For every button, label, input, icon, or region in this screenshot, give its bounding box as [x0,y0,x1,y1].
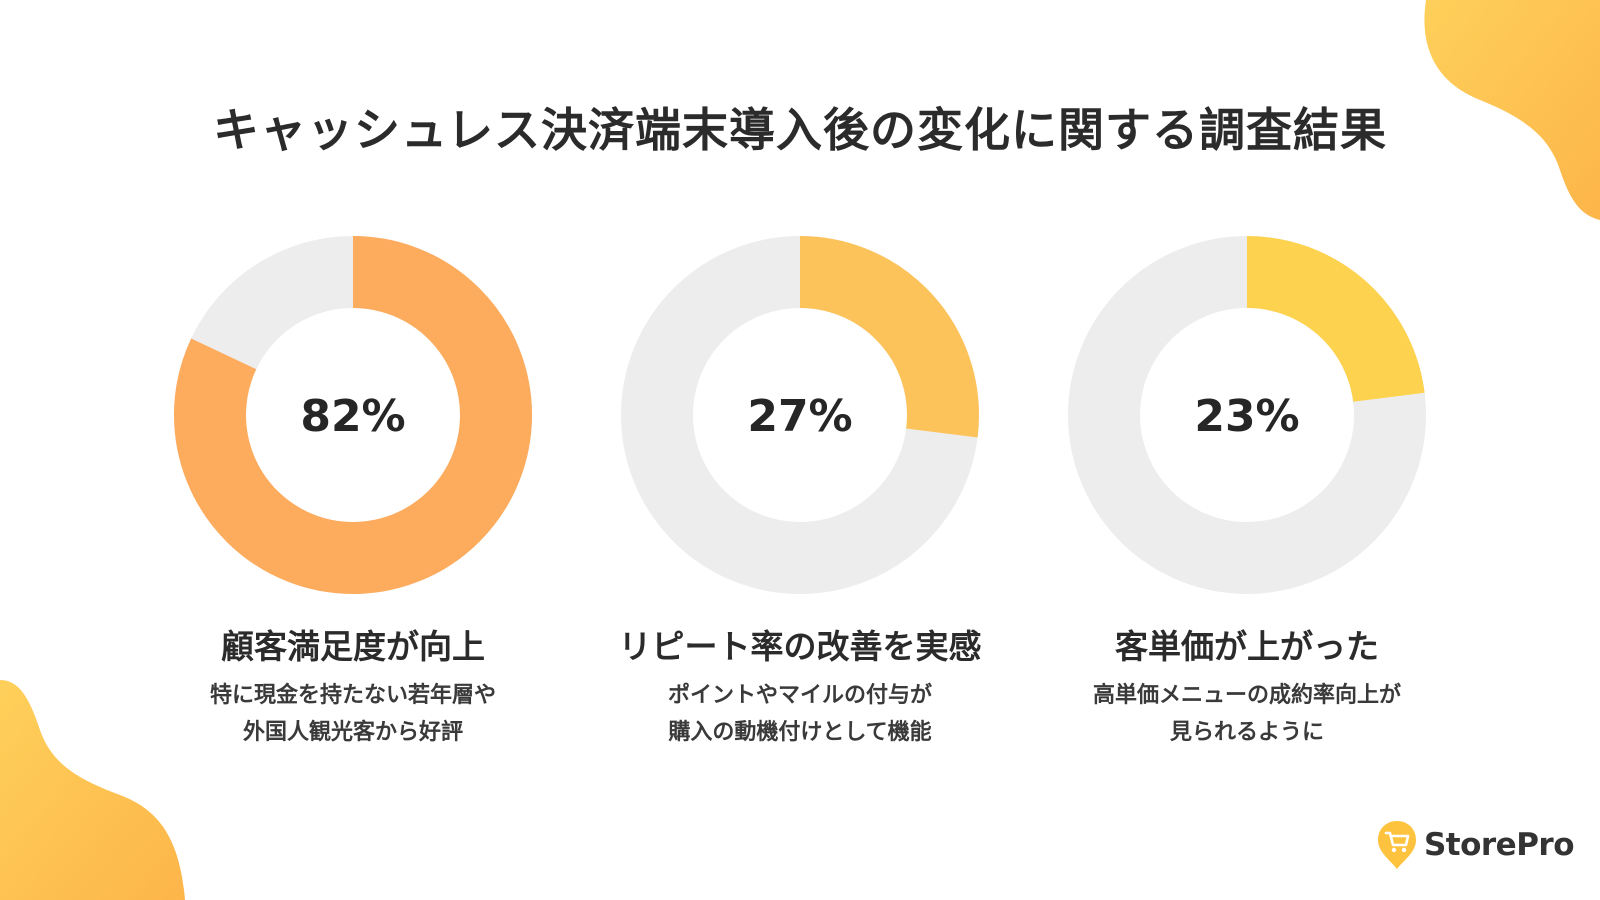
caption-desc-1: 特に現金を持たない若年層や 外国人観光客から好評 [133,677,573,751]
caption-desc-2: ポイントやマイルの付与が 購入の動機付けとして機能 [580,677,1020,751]
page-title: キャッシュレス決済端末導入後の変化に関する調査結果 [212,103,1388,157]
donut-value-arc [621,236,979,594]
caption-line: 購入の動機付けとして機能 [668,720,932,745]
donut-value-label: 27% [747,391,852,442]
donut-value-label: 82% [300,391,405,442]
donut-value-label: 23% [1194,391,1299,442]
donut-chart-3: 23% [1068,236,1426,594]
cart-pin-icon [1377,821,1416,869]
brand-name: StorePro [1423,827,1575,863]
donut-chart-1: 82% [174,236,532,594]
donut-value-arc [1068,236,1426,594]
caption-title-3: 客単価が上がった [1115,627,1379,666]
caption-line: 見られるように [1169,720,1324,745]
caption-desc-3: 高単価メニューの成約率向上が 見られるように [1027,677,1467,751]
caption-1: 顧客満足度が向上 特に現金を持たない若年層や 外国人観光客から好評 [133,627,573,751]
brand-logo: StorePro [1376,820,1575,870]
caption-2: リピート率の改善を実感 ポイントやマイルの付与が 購入の動機付けとして機能 [580,627,1020,751]
caption-title-1: 顧客満足度が向上 [221,627,485,666]
donut-chart-2: 27% [621,236,979,594]
caption-line: 高単価メニューの成約率向上が [1092,683,1401,708]
caption-3: 客単価が上がった 高単価メニューの成約率向上が 見られるように [1027,627,1467,751]
caption-line: 外国人観光客から好評 [242,720,463,745]
caption-line: 特に現金を持たない若年層や [209,683,496,708]
caption-title-2: リピート率の改善を実感 [618,627,982,666]
caption-line: ポイントやマイルの付与が [667,683,932,708]
donut-value-arc [174,236,532,594]
